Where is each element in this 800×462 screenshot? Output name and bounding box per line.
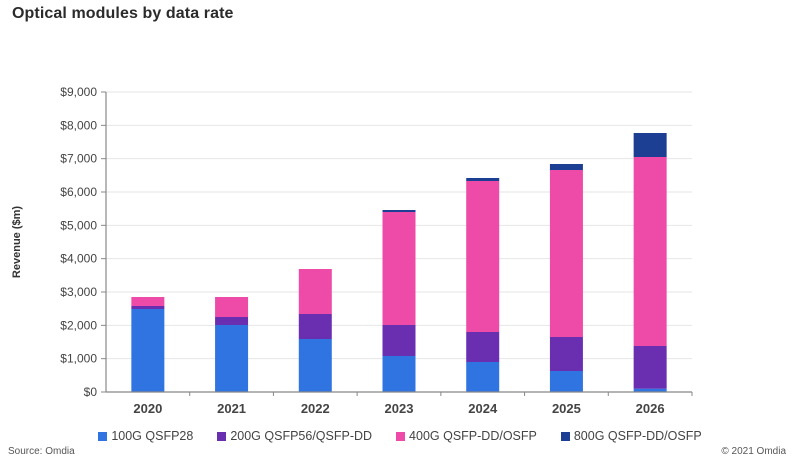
bar-segment-100g-qsfp28-2023 (382, 356, 416, 392)
bar-segment-800g-qsfp-dd-osfp-2025 (549, 164, 583, 170)
y-tick-label: $5,000 (60, 218, 97, 232)
bar-segment-100g-qsfp28-2022 (298, 339, 332, 392)
y-tick-label: $0 (84, 385, 98, 399)
source-note: Source: Omdia (8, 446, 75, 457)
axes (101, 91, 693, 396)
legend-label: 100G QSFP28 (111, 429, 194, 443)
legend-item: 200G QSFP56/QSFP-DD (217, 429, 372, 443)
bar-segment-800g-qsfp-dd-osfp-2023 (382, 210, 416, 212)
y-tick-label: $3,000 (60, 285, 97, 299)
bar-segment-800g-qsfp-dd-osfp-2026 (633, 133, 667, 157)
legend-item: 400G QSFP-DD/OSFP (396, 429, 537, 443)
legend-swatch (98, 431, 108, 441)
bar-segment-100g-qsfp28-2021 (215, 325, 249, 392)
bar-segment-100g-qsfp28-2026 (633, 388, 667, 392)
legend-label: 200G QSFP56/QSFP-DD (230, 429, 373, 443)
x-tick-label: 2022 (301, 401, 330, 416)
x-tick-label: 2026 (636, 401, 665, 416)
y-tick-label: $6,000 (60, 185, 97, 199)
bar-segment-400g-qsfp-dd-osfp-2025 (549, 170, 583, 337)
bar-segment-400g-qsfp-dd-osfp-2020 (131, 297, 165, 306)
x-tick-label: 2025 (552, 401, 581, 416)
x-tick-label: 2020 (133, 401, 162, 416)
bar-segment-200g-qsfp56-qsfp-dd-2026 (633, 346, 667, 389)
y-tick-label: $7,000 (60, 152, 97, 166)
chart-title: Optical modules by data rate (12, 5, 234, 22)
copyright-note: © 2021 Omdia (721, 446, 786, 457)
bar-segment-200g-qsfp56-qsfp-dd-2024 (466, 332, 500, 362)
legend-label: 400G QSFP-DD/OSFP (409, 429, 537, 443)
x-tick-label: 2024 (468, 401, 498, 416)
legend-swatch (560, 431, 570, 441)
legend-swatch (396, 431, 406, 441)
x-tick-label: 2021 (217, 401, 246, 416)
x-tick-labels: 2020 2021 2022 2023 2024 2025 2026 (133, 401, 664, 416)
y-axis-label: Revenue ($m) (11, 206, 23, 278)
bar-segment-400g-qsfp-dd-osfp-2026 (633, 157, 667, 346)
y-tick-labels: $0 $1,000 $2,000 $3,000 $4,000 $5,000 $6,000 $7… (60, 85, 97, 399)
x-tick-label: 2023 (385, 401, 414, 416)
legend-item: 800G QSFP-DD/OSFP (560, 429, 702, 443)
legend-swatch (217, 431, 227, 441)
bar-segment-100g-qsfp28-2024 (466, 362, 500, 392)
bar-segment-200g-qsfp56-qsfp-dd-2022 (298, 314, 332, 339)
bar-segment-100g-qsfp28-2025 (549, 371, 583, 392)
y-tick-label: $2,000 (60, 318, 97, 332)
bar-segment-400g-qsfp-dd-osfp-2023 (382, 212, 416, 325)
y-tick-label: $4,000 (60, 252, 97, 266)
legend-item: 100G QSFP28 (98, 429, 193, 443)
legend: 100G QSFP28 200G QSFP56/QSFP-DD 400G QSFP-… (0, 429, 800, 443)
bar-segment-100g-qsfp28-2020 (131, 309, 165, 392)
bar-segment-800g-qsfp-dd-osfp-2024 (466, 178, 500, 181)
bar-segment-200g-qsfp56-qsfp-dd-2020 (131, 306, 165, 309)
bar-segment-200g-qsfp56-qsfp-dd-2023 (382, 325, 416, 356)
y-tick-label: $1,000 (60, 352, 97, 366)
bar-segment-400g-qsfp-dd-osfp-2022 (298, 269, 332, 314)
bar-segment-200g-qsfp56-qsfp-dd-2025 (549, 337, 583, 371)
bar-segment-400g-qsfp-dd-osfp-2024 (466, 181, 500, 332)
bar-segment-400g-qsfp-dd-osfp-2021 (215, 297, 249, 317)
y-tick-label: $9,000 (60, 85, 97, 99)
legend-label: 800G QSFP-DD/OSFP (573, 429, 702, 443)
y-tick-label: $8,000 (60, 118, 97, 132)
bar-segment-200g-qsfp56-qsfp-dd-2021 (215, 317, 249, 325)
bars (131, 133, 667, 392)
